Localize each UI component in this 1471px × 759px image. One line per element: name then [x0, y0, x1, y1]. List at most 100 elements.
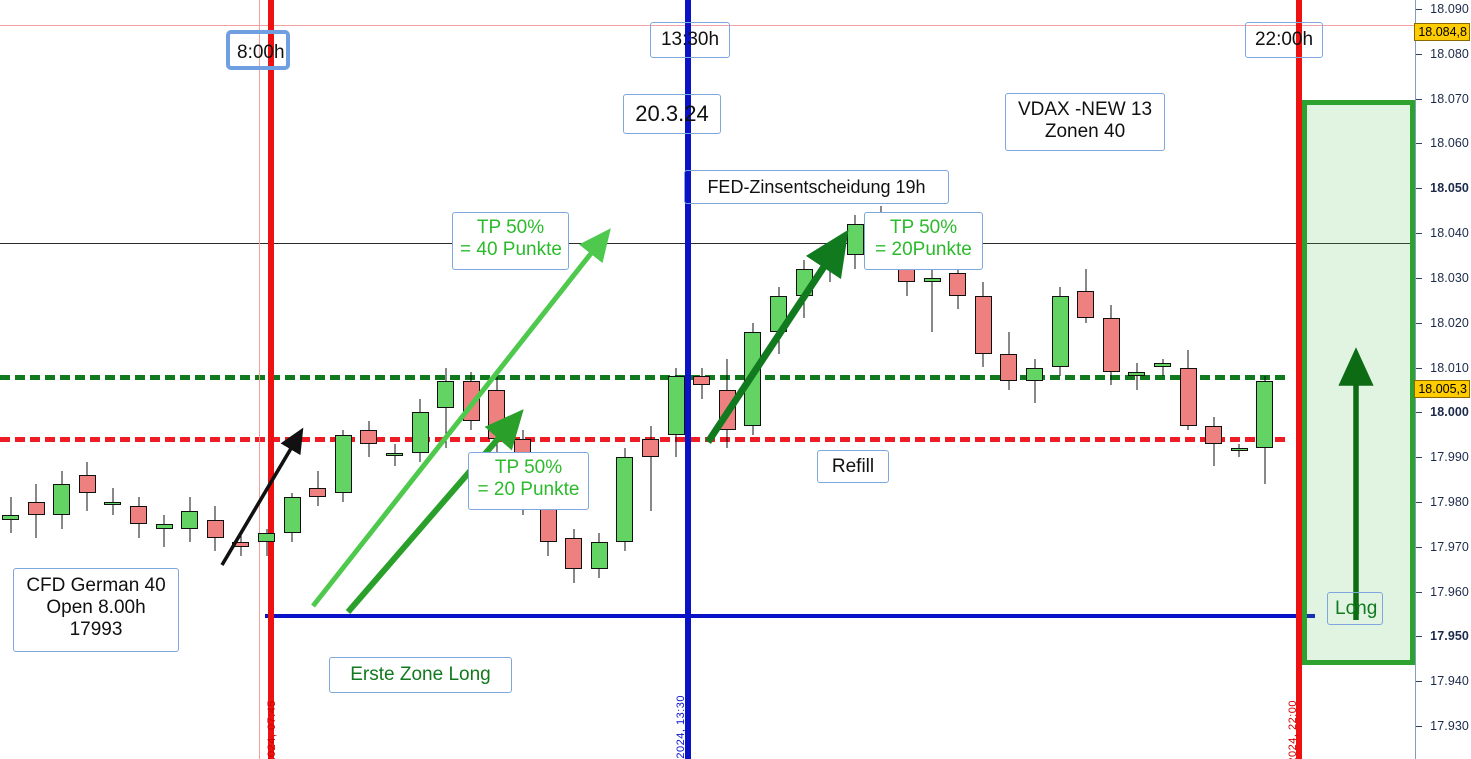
candle-body	[770, 295, 787, 332]
vline-fed-1330[interactable]	[685, 0, 691, 759]
note-date[interactable]: 20.3.24	[623, 94, 721, 134]
axis-tick-mark	[1416, 367, 1422, 369]
level-line-black-18040	[0, 243, 1415, 244]
candle-wick	[1162, 358, 1163, 377]
axis-tick-mark	[1416, 233, 1422, 235]
candle-body	[718, 389, 736, 431]
candle-wick	[445, 367, 447, 449]
candlestick	[309, 0, 327, 759]
candlestick	[974, 0, 992, 759]
note-fed-time[interactable]: 13:30h	[650, 22, 730, 58]
vaxis-label-fed: 2024, 13:30	[675, 695, 687, 759]
candle-body	[539, 506, 557, 543]
long-zone-rectangle[interactable]	[1302, 100, 1415, 665]
axis-tick-mark	[1416, 322, 1422, 324]
candlestick	[1154, 0, 1171, 759]
candle-body	[181, 510, 199, 529]
level-line-green-dashed[interactable]	[0, 375, 1285, 380]
note-refill[interactable]: Refill	[817, 450, 889, 483]
candle-body	[283, 497, 301, 534]
note-tp-mid-left[interactable]: TP 50% = 20 Punkte	[468, 452, 589, 510]
note-long-label[interactable]: Long	[1327, 592, 1383, 625]
level-line-blue-open[interactable]	[265, 614, 1315, 618]
candle-body	[360, 430, 378, 444]
axis-tick-label: 17.960	[1430, 584, 1469, 599]
chart-plot-area[interactable]: 2024, 07:45 2024, 13:30 2024, 22:00 8:00…	[0, 0, 1415, 759]
candlestick	[27, 0, 45, 759]
candlestick	[206, 0, 224, 759]
axis-tick-label: 18.070	[1430, 91, 1469, 106]
candle-body	[53, 484, 71, 516]
candlestick	[1230, 0, 1248, 759]
candlestick	[53, 0, 71, 759]
candlestick	[130, 0, 147, 759]
note-tp-top-left[interactable]: TP 50% = 40 Punkte	[452, 212, 569, 270]
candle-wick	[163, 515, 165, 547]
note-vdax[interactable]: VDAX -NEW 13 Zonen 40	[1005, 93, 1165, 151]
note-tp-top-right[interactable]: TP 50% = 20Punkte	[864, 212, 983, 270]
candle-body	[1000, 354, 1018, 381]
axis-tick-mark	[1416, 546, 1422, 548]
candle-body	[1128, 371, 1146, 377]
note-fed-event[interactable]: FED-Zinsentscheidung 19h	[684, 170, 949, 204]
candle-wick	[1034, 358, 1035, 404]
axis-tick-label: 18.010	[1430, 360, 1469, 375]
note-open-time[interactable]: 8:00h	[226, 30, 290, 70]
candle-body	[386, 452, 403, 456]
candle-body	[27, 501, 45, 516]
axis-tick-mark	[1416, 188, 1422, 190]
note-instrument[interactable]: CFD German 40 Open 8.00h 17993	[13, 568, 179, 652]
candle-body	[821, 255, 839, 269]
candle-body	[206, 519, 224, 538]
candlestick	[411, 0, 429, 759]
candle-body	[411, 412, 429, 453]
price-tag-last[interactable]: 18.005,3	[1414, 379, 1470, 398]
axis-tick-mark	[1416, 98, 1422, 100]
axis-tick-mark	[1416, 591, 1422, 593]
candlestick	[667, 0, 685, 759]
candlestick	[181, 0, 199, 759]
candle-wick	[931, 264, 933, 332]
candlestick	[258, 0, 275, 759]
candle-body	[846, 224, 864, 256]
candlestick	[488, 0, 506, 759]
candlestick	[1077, 0, 1095, 759]
candle-body	[616, 457, 634, 543]
vline-open-0800[interactable]	[268, 0, 274, 759]
candlestick	[1026, 0, 1043, 759]
arrow-green-trend-long	[311, 228, 611, 608]
candle-body	[642, 439, 659, 458]
candlestick	[232, 0, 250, 759]
note-close-time[interactable]: 22:00h	[1245, 22, 1323, 58]
candlestick	[2, 0, 19, 759]
candle-body	[949, 273, 967, 296]
candlestick	[565, 0, 583, 759]
candlestick	[795, 0, 813, 759]
candlestick	[1256, 0, 1274, 759]
axis-tick-mark	[1416, 726, 1422, 727]
candle-body	[104, 501, 122, 505]
candle-body	[462, 380, 480, 422]
note-first-zone[interactable]: Erste Zone Long	[329, 657, 512, 693]
grid-line-top-pink	[0, 25, 1415, 26]
candle-body	[923, 277, 941, 283]
price-axis[interactable]: 18.090 18.080 18.070 18.060 18.050 18.040 18.0…	[1414, 0, 1471, 759]
candlestick	[616, 0, 634, 759]
candle-body	[1051, 295, 1069, 368]
candle-body	[2, 515, 19, 520]
axis-tick-label: 18.030	[1430, 270, 1469, 285]
candlestick	[744, 0, 762, 759]
candlestick	[78, 0, 96, 759]
candlestick	[104, 0, 122, 759]
candlestick	[437, 0, 455, 759]
candlestick	[949, 0, 967, 759]
axis-tick-mark	[1416, 143, 1422, 145]
candlestick	[1179, 0, 1197, 759]
axis-tick-label: 17.990	[1430, 450, 1469, 465]
candlestick	[872, 0, 890, 759]
candle-body	[1026, 367, 1043, 381]
price-tag-high[interactable]: 18.084,8	[1414, 23, 1470, 42]
axis-tick-label: 18.020	[1430, 315, 1469, 330]
candlestick	[155, 0, 173, 759]
vline-close-2200[interactable]	[1296, 0, 1302, 759]
